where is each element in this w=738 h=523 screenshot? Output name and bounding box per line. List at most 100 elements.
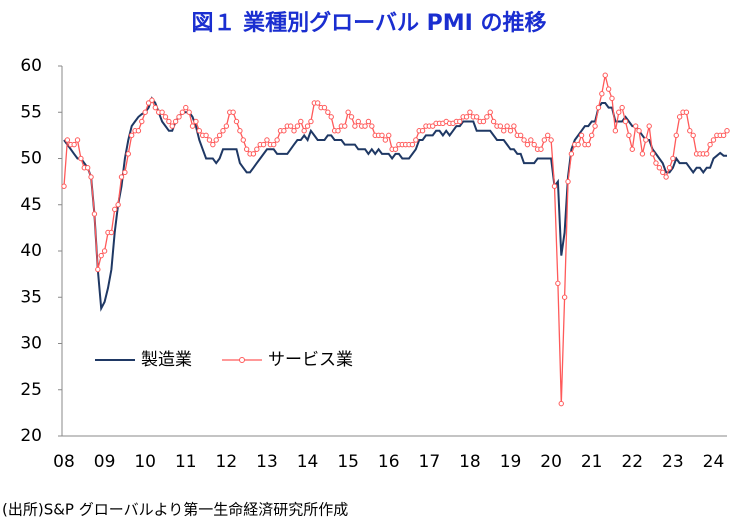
point — [578, 132, 585, 139]
point — [210, 141, 216, 148]
point — [335, 128, 341, 134]
point — [369, 123, 375, 129]
point — [304, 123, 311, 129]
point — [220, 128, 226, 134]
point — [409, 141, 416, 148]
point — [274, 137, 280, 143]
point — [430, 123, 436, 129]
point — [162, 114, 169, 120]
point — [480, 118, 487, 125]
point — [260, 141, 267, 148]
point — [78, 155, 84, 162]
point — [271, 141, 277, 148]
point — [308, 118, 314, 125]
point — [473, 114, 480, 120]
point — [101, 248, 108, 254]
point — [189, 123, 196, 129]
point — [193, 118, 199, 125]
point — [612, 128, 619, 134]
point — [609, 95, 615, 102]
point — [166, 118, 172, 125]
point — [230, 109, 236, 115]
point — [342, 123, 348, 129]
point — [237, 128, 243, 134]
legend-label: サービス業 — [268, 350, 353, 370]
point — [118, 174, 125, 180]
chart-title: 図１ 業種別グローバル PMI の推移 — [192, 10, 547, 36]
point — [636, 128, 642, 134]
x-tick-label: 24 — [703, 452, 725, 472]
point — [386, 132, 392, 139]
x-tick-label: 15 — [337, 452, 359, 472]
point — [660, 169, 666, 176]
point — [213, 137, 219, 143]
point — [172, 118, 179, 125]
point — [348, 114, 355, 120]
point — [98, 252, 104, 259]
legend-marker — [239, 357, 245, 363]
x-tick-label: 12 — [216, 452, 238, 472]
point — [632, 123, 639, 129]
point — [683, 109, 690, 115]
point — [521, 137, 527, 143]
point — [517, 132, 524, 139]
y-tick-label: 40 — [20, 241, 42, 261]
point — [599, 91, 605, 97]
y-tick-label: 60 — [20, 56, 42, 76]
point — [379, 132, 385, 139]
point — [203, 132, 209, 139]
point — [328, 114, 334, 120]
point — [646, 123, 652, 129]
point — [605, 86, 612, 92]
point — [179, 109, 186, 115]
point — [281, 128, 287, 134]
point — [707, 141, 713, 148]
x-tick-label: 16 — [378, 452, 400, 472]
point — [548, 137, 554, 143]
point — [321, 104, 328, 111]
x-tick-label: 20 — [540, 452, 562, 472]
x-tick-label: 08 — [53, 452, 75, 472]
point — [528, 137, 534, 143]
point — [365, 118, 372, 125]
point — [558, 400, 564, 407]
point — [507, 128, 514, 134]
point — [362, 123, 368, 129]
point — [196, 128, 203, 134]
point — [666, 165, 673, 171]
y-tick-label: 45 — [20, 195, 42, 215]
point — [545, 132, 551, 139]
point — [673, 132, 679, 139]
point — [463, 114, 470, 120]
point — [84, 165, 91, 171]
point — [345, 109, 351, 115]
y-tick-label: 20 — [20, 426, 42, 446]
point — [392, 146, 399, 152]
x-tick-label: 18 — [459, 452, 481, 472]
point — [382, 137, 389, 143]
point — [501, 128, 507, 134]
point — [243, 146, 250, 152]
y-tick-label: 30 — [20, 334, 42, 354]
point — [720, 132, 727, 139]
x-tick-label: 23 — [662, 452, 684, 472]
point — [301, 128, 307, 134]
point — [291, 128, 297, 134]
y-tick-label: 25 — [20, 380, 42, 400]
point — [159, 109, 165, 115]
point — [355, 118, 361, 125]
point — [314, 100, 321, 106]
point — [487, 109, 493, 115]
point — [690, 132, 696, 139]
point — [240, 137, 246, 143]
point — [413, 137, 419, 143]
point — [88, 174, 94, 180]
point — [565, 178, 571, 185]
point — [206, 137, 213, 143]
point — [250, 151, 257, 157]
point — [524, 141, 531, 148]
point — [64, 137, 71, 143]
point — [467, 109, 473, 115]
point — [91, 211, 98, 217]
point — [149, 97, 155, 103]
